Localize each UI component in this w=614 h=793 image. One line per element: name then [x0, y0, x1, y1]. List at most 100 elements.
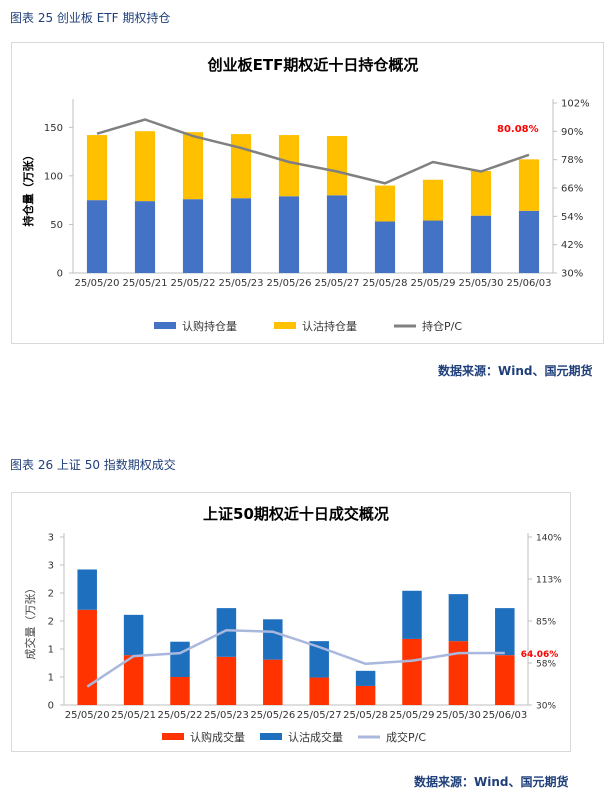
legend-swatch-1	[274, 322, 296, 329]
x-tick-label: 25/05/30	[436, 710, 481, 721]
bar-put-holding	[134, 131, 156, 202]
y2-tick-label: 102%	[561, 99, 590, 110]
bar-put-volume	[355, 670, 376, 686]
y2-tick-label: 66%	[561, 184, 583, 195]
x-tick-label: 25/05/29	[411, 278, 456, 289]
bar-put-holding	[518, 159, 540, 211]
bar-put-volume	[77, 569, 97, 610]
x-tick-label: 25/06/03	[482, 710, 527, 721]
y2-tick-label: 42%	[561, 240, 583, 251]
y-axis-label: 持仓量（万张）	[21, 150, 35, 227]
bar-put-holding	[374, 185, 396, 222]
bar-put-volume	[216, 608, 237, 657]
y2-tick-label: 78%	[561, 155, 583, 166]
x-tick-label: 25/05/20	[75, 278, 120, 289]
legend-swatch-0	[154, 322, 176, 329]
x-tick-label: 25/05/26	[250, 710, 295, 721]
x-tick-label: 25/05/23	[204, 710, 249, 721]
y-tick-label: 1	[48, 673, 54, 684]
bar-put-volume	[309, 641, 329, 678]
bar-put-holding	[326, 136, 348, 196]
bar-call-volume	[309, 677, 329, 705]
bar-call-volume	[263, 659, 283, 705]
bar-put-holding	[470, 171, 492, 216]
x-tick-label: 25/05/21	[123, 278, 168, 289]
x-tick-label: 25/05/22	[158, 710, 203, 721]
chart-panel-2: 上证50期权近十日成交概况 0 1 1 2 2 3 3 30% 58% 85% 113% 140% 成交量…	[11, 492, 571, 752]
source-note-1: 数据来源：Wind、国元期货	[438, 364, 593, 378]
bar-call-holding	[134, 201, 156, 273]
bar-call-holding	[230, 198, 252, 273]
legend-swatch-0	[162, 733, 184, 740]
bar-call-volume	[216, 656, 237, 705]
legend-label-0: 认购持仓量	[182, 319, 237, 333]
bar-put-holding	[86, 135, 108, 201]
bar-call-holding	[182, 199, 204, 273]
y-tick-label: 2	[48, 617, 54, 628]
holding-chart: 创业板ETF期权近十日持仓概况 0 50 100 150 30% 42% 54% 66% 78% 9…	[21, 56, 590, 333]
bar-put-holding	[422, 179, 444, 221]
x-tick-label: 25/05/26	[267, 278, 312, 289]
bar-call-holding	[518, 210, 540, 273]
y2-tick-label: 90%	[561, 127, 583, 138]
legend-label-0: 认购成交量	[190, 730, 245, 744]
bar-put-holding	[278, 135, 300, 197]
x-tick-label: 25/05/21	[111, 710, 156, 721]
y-tick-label: 2	[48, 589, 54, 600]
y2-tick-label: 113%	[536, 576, 562, 586]
x-tick-label: 25/05/29	[390, 710, 435, 721]
pc-annotation-label: 64.06%	[521, 650, 559, 660]
bar-put-volume	[170, 641, 190, 677]
legend-label-1: 认沽成交量	[288, 730, 343, 744]
y-tick-label: 100	[44, 171, 63, 182]
y-tick-label: 0	[57, 269, 63, 280]
legend-swatch-1	[260, 733, 282, 740]
bar-call-holding	[278, 196, 300, 273]
x-tick-label: 25/05/30	[459, 278, 504, 289]
y2-tick-label: 30%	[561, 269, 583, 280]
bar-call-holding	[374, 221, 396, 273]
bar-call-volume	[170, 677, 190, 705]
x-tick-label: 25/05/28	[343, 710, 388, 721]
chart-title: 创业板ETF期权近十日持仓概况	[207, 56, 419, 74]
y-tick-label: 1	[48, 645, 54, 656]
bar-call-volume	[123, 655, 144, 705]
bar-put-holding	[230, 134, 252, 199]
y-tick-label: 0	[48, 701, 54, 712]
bar-call-volume	[402, 638, 422, 705]
chart-panel-1: 创业板ETF期权近十日持仓概况 0 50 100 150 30% 42% 54% 66% 78% 9…	[11, 42, 604, 344]
bar-call-volume	[355, 685, 376, 705]
volume-chart: 上证50期权近十日成交概况 0 1 1 2 2 3 3 30% 58% 85% 113% 140% 成交量…	[23, 505, 562, 744]
bar-call-volume	[77, 609, 97, 705]
legend-label-2: 成交P/C	[386, 730, 426, 744]
x-tick-label: 25/05/23	[219, 278, 264, 289]
pc-ratio-line	[96, 118, 530, 185]
y-tick-label: 50	[50, 220, 63, 231]
legend-label-1: 认沽持仓量	[302, 319, 357, 333]
x-tick-label: 25/05/28	[363, 278, 408, 289]
legend-label-2: 持仓P/C	[422, 319, 462, 333]
source-note-2: 数据来源：Wind、国元期货	[414, 775, 569, 789]
figure-26-caption: 图表 26 上证 50 指数期权成交	[10, 458, 176, 472]
y-tick-label: 3	[48, 561, 54, 572]
y-axis-label: 成交量（万张）	[23, 583, 37, 660]
bar-put-holding	[182, 132, 204, 200]
y2-tick-label: 54%	[561, 212, 583, 223]
bar-put-volume	[495, 608, 515, 656]
pc-annotation-label: 80.08%	[497, 124, 539, 135]
chart-title: 上证50期权近十日成交概况	[203, 505, 389, 523]
x-tick-label: 25/06/03	[507, 278, 552, 289]
y2-tick-label: 140%	[536, 534, 562, 544]
bar-put-volume	[402, 590, 422, 639]
y2-tick-label: 85%	[536, 618, 556, 628]
y-tick-label: 3	[48, 533, 54, 544]
y2-tick-label: 30%	[536, 702, 556, 712]
y-tick-label: 150	[44, 123, 63, 134]
x-tick-label: 25/05/27	[297, 710, 342, 721]
pc-ratio-line	[86, 628, 505, 688]
bar-put-volume	[448, 594, 469, 642]
bar-call-holding	[422, 220, 444, 273]
bar-call-holding	[326, 195, 348, 273]
y2-tick-label: 58%	[536, 660, 556, 670]
x-tick-label: 25/05/20	[65, 710, 110, 721]
